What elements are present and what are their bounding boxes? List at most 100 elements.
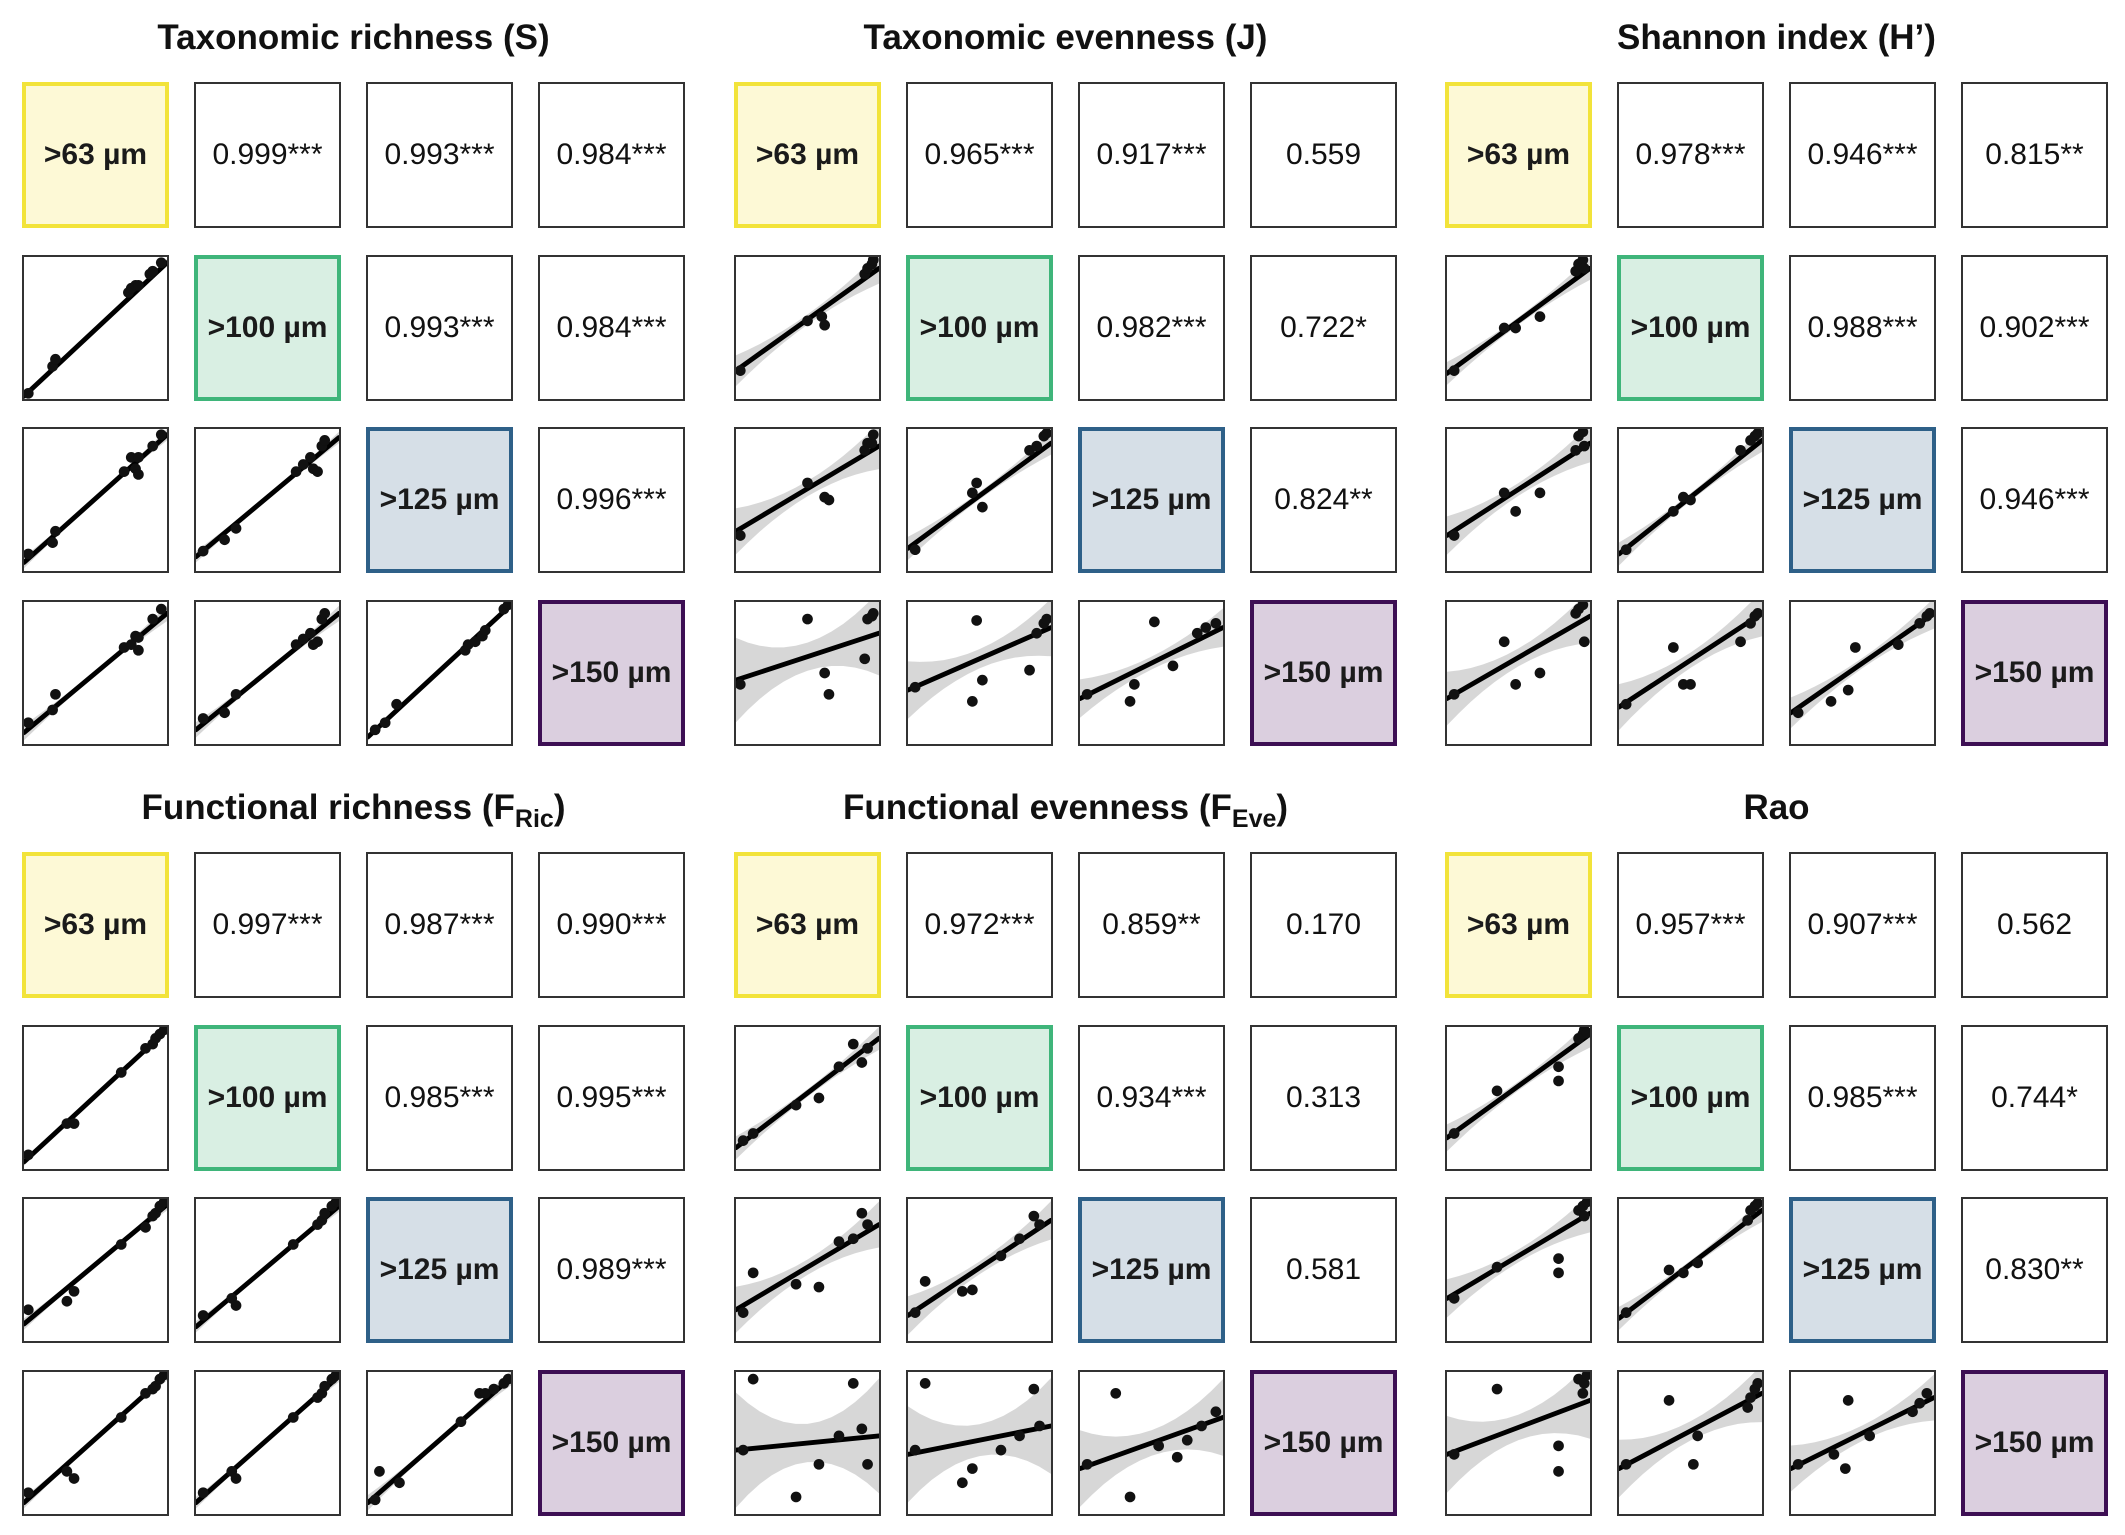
scatter-plot: [368, 1371, 511, 1510]
data-point: [1031, 627, 1043, 639]
data-point: [1124, 1491, 1136, 1502]
data-point: [1024, 664, 1035, 676]
data-point: [158, 1199, 167, 1208]
correlation-value: 0.987***: [366, 852, 513, 998]
data-point: [47, 704, 58, 715]
correlation-value: 0.824**: [1250, 427, 1397, 573]
data-point: [1498, 487, 1510, 499]
correlation-value: 0.985***: [366, 1024, 513, 1171]
scatter-cell: [194, 599, 341, 746]
correlation-value: 0.957***: [1617, 852, 1764, 998]
scatter-cell: [1789, 1369, 1936, 1516]
size-fraction-label: >100 µm: [194, 1024, 341, 1171]
data-point: [867, 429, 879, 441]
data-point: [50, 525, 61, 537]
data-point: [819, 667, 831, 678]
data-point: [1498, 635, 1510, 647]
data-point: [747, 1373, 759, 1384]
regression-line: [1791, 610, 1934, 715]
data-point: [1692, 1257, 1704, 1269]
scatter-plot: [1447, 256, 1590, 385]
data-point: [369, 1493, 381, 1505]
regression-line: [24, 259, 167, 399]
data-point: [1667, 506, 1679, 517]
correlation-value: 0.984***: [538, 82, 685, 228]
panel-5: Rao >63 µm 0.957*** 0.907*** 0.562 >100 µm 0.9…: [1445, 770, 2108, 1535]
regression-line: [1447, 265, 1590, 376]
correlation-value: 0.559: [1250, 82, 1397, 228]
data-point: [1677, 1267, 1689, 1279]
data-point: [115, 1411, 127, 1423]
data-point: [856, 1422, 868, 1434]
data-point: [966, 487, 978, 499]
scatter-plot: [1619, 601, 1762, 730]
data-point: [1553, 1465, 1564, 1477]
data-point: [1752, 1199, 1762, 1209]
data-point: [155, 429, 167, 441]
data-point: [1448, 1293, 1460, 1304]
correlation-value: 0.996***: [538, 427, 685, 573]
data-point: [1620, 1307, 1632, 1318]
data-point: [455, 1415, 467, 1427]
data-point: [230, 1472, 242, 1484]
data-point: [823, 688, 835, 700]
data-point: [230, 523, 242, 534]
data-point: [1742, 1214, 1754, 1226]
data-point: [833, 1430, 845, 1441]
data-point: [158, 1371, 167, 1380]
data-point: [1864, 1430, 1876, 1441]
scatter-plot: [736, 256, 879, 386]
data-point: [1028, 1210, 1040, 1222]
panel-title: Taxonomic richness (S): [22, 18, 685, 58]
data-point: [823, 494, 835, 506]
size-fraction-label: >125 µm: [366, 427, 513, 573]
scatter-cell: [22, 1197, 169, 1343]
correlation-value: 0.313: [1250, 1024, 1397, 1171]
data-point: [1620, 1458, 1632, 1470]
data-point: [1553, 1439, 1564, 1451]
data-point: [1685, 678, 1696, 690]
data-point: [158, 1026, 167, 1035]
data-point: [1448, 530, 1460, 541]
data-point: [1448, 1127, 1460, 1139]
data-point: [50, 353, 61, 365]
data-point: [1031, 440, 1043, 452]
scatter-cell: [734, 1369, 881, 1516]
data-point: [1735, 635, 1746, 647]
data-point: [1498, 322, 1510, 333]
data-point: [1081, 688, 1093, 700]
data-point: [219, 534, 230, 546]
correlation-value: 0.581: [1250, 1197, 1397, 1343]
size-fraction-label: >150 µm: [1961, 1369, 2108, 1516]
scatter-cell: [1445, 1197, 1592, 1343]
confidence-band: [736, 601, 879, 722]
data-point: [737, 1444, 749, 1455]
data-point: [862, 1458, 873, 1470]
data-point: [802, 477, 813, 489]
data-point: [1892, 638, 1904, 650]
regression-line: [368, 1374, 511, 1505]
scatter-plot: [1447, 429, 1590, 555]
data-point: [1200, 621, 1212, 633]
data-point: [155, 256, 167, 268]
data-point: [61, 1295, 73, 1307]
scatter-plot: [736, 1026, 879, 1159]
scatter-plot: [1619, 1371, 1762, 1497]
data-point: [47, 537, 58, 548]
scatter-plot: [736, 429, 879, 555]
scatter-cell: [1445, 599, 1592, 746]
data-point: [1491, 1085, 1503, 1096]
data-point: [133, 469, 144, 480]
data-point: [1210, 617, 1222, 629]
data-point: [394, 1476, 405, 1488]
data-point: [1581, 1199, 1590, 1208]
scatter-cell: [1445, 1024, 1592, 1171]
panel-title-subscript: Ric: [514, 805, 554, 833]
correlation-value: 0.985***: [1789, 1024, 1936, 1171]
data-point: [1752, 429, 1762, 439]
confidence-band: [1447, 601, 1590, 725]
size-fraction-label: >125 µm: [1789, 1197, 1936, 1343]
size-fraction-label: >100 µm: [1617, 1024, 1764, 1171]
data-point: [374, 1465, 385, 1477]
